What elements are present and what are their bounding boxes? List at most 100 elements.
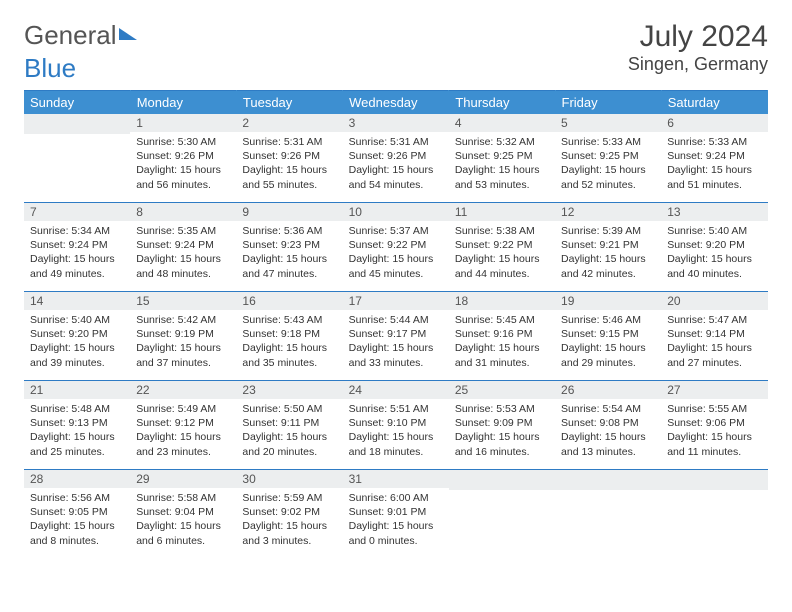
day-details: Sunrise: 6:00 AMSunset: 9:01 PMDaylight:… xyxy=(343,488,449,554)
day-details: Sunrise: 5:56 AMSunset: 9:05 PMDaylight:… xyxy=(24,488,130,554)
day-details: Sunrise: 5:31 AMSunset: 9:26 PMDaylight:… xyxy=(236,132,342,198)
day-number: 15 xyxy=(130,292,236,310)
day-details: Sunrise: 5:30 AMSunset: 9:26 PMDaylight:… xyxy=(130,132,236,198)
day-number: 28 xyxy=(24,470,130,488)
calendar-cell: 8Sunrise: 5:35 AMSunset: 9:24 PMDaylight… xyxy=(130,203,236,292)
empty-day xyxy=(24,114,130,134)
calendar-cell: 19Sunrise: 5:46 AMSunset: 9:15 PMDayligh… xyxy=(555,292,661,381)
calendar-cell: 12Sunrise: 5:39 AMSunset: 9:21 PMDayligh… xyxy=(555,203,661,292)
day-number: 6 xyxy=(661,114,767,132)
day-header: Friday xyxy=(555,91,661,115)
day-header: Monday xyxy=(130,91,236,115)
calendar-cell: 24Sunrise: 5:51 AMSunset: 9:10 PMDayligh… xyxy=(343,381,449,470)
day-number: 27 xyxy=(661,381,767,399)
day-details: Sunrise: 5:43 AMSunset: 9:18 PMDaylight:… xyxy=(236,310,342,376)
day-number: 20 xyxy=(661,292,767,310)
day-number: 5 xyxy=(555,114,661,132)
calendar-cell: 9Sunrise: 5:36 AMSunset: 9:23 PMDaylight… xyxy=(236,203,342,292)
calendar-cell: 30Sunrise: 5:59 AMSunset: 9:02 PMDayligh… xyxy=(236,470,342,559)
calendar-cell: 3Sunrise: 5:31 AMSunset: 9:26 PMDaylight… xyxy=(343,114,449,203)
day-details: Sunrise: 5:37 AMSunset: 9:22 PMDaylight:… xyxy=(343,221,449,287)
day-number: 3 xyxy=(343,114,449,132)
calendar-cell: 20Sunrise: 5:47 AMSunset: 9:14 PMDayligh… xyxy=(661,292,767,381)
day-number: 19 xyxy=(555,292,661,310)
day-number: 12 xyxy=(555,203,661,221)
day-number: 31 xyxy=(343,470,449,488)
day-number: 24 xyxy=(343,381,449,399)
day-details: Sunrise: 5:54 AMSunset: 9:08 PMDaylight:… xyxy=(555,399,661,465)
empty-day xyxy=(555,470,661,490)
logo-text-1: General xyxy=(24,20,117,51)
calendar-cell xyxy=(555,470,661,559)
day-header: Saturday xyxy=(661,91,767,115)
day-details: Sunrise: 5:34 AMSunset: 9:24 PMDaylight:… xyxy=(24,221,130,287)
day-header: Sunday xyxy=(24,91,130,115)
calendar-cell: 10Sunrise: 5:37 AMSunset: 9:22 PMDayligh… xyxy=(343,203,449,292)
day-number: 23 xyxy=(236,381,342,399)
day-number: 14 xyxy=(24,292,130,310)
day-number: 8 xyxy=(130,203,236,221)
day-details: Sunrise: 5:59 AMSunset: 9:02 PMDaylight:… xyxy=(236,488,342,554)
day-details: Sunrise: 5:39 AMSunset: 9:21 PMDaylight:… xyxy=(555,221,661,287)
day-details: Sunrise: 5:38 AMSunset: 9:22 PMDaylight:… xyxy=(449,221,555,287)
calendar-body: 1Sunrise: 5:30 AMSunset: 9:26 PMDaylight… xyxy=(24,114,768,558)
day-details: Sunrise: 5:47 AMSunset: 9:14 PMDaylight:… xyxy=(661,310,767,376)
calendar-cell: 11Sunrise: 5:38 AMSunset: 9:22 PMDayligh… xyxy=(449,203,555,292)
calendar-cell: 6Sunrise: 5:33 AMSunset: 9:24 PMDaylight… xyxy=(661,114,767,203)
calendar-cell xyxy=(24,114,130,203)
day-number: 2 xyxy=(236,114,342,132)
day-details: Sunrise: 5:58 AMSunset: 9:04 PMDaylight:… xyxy=(130,488,236,554)
calendar-week: 21Sunrise: 5:48 AMSunset: 9:13 PMDayligh… xyxy=(24,381,768,470)
calendar-cell: 17Sunrise: 5:44 AMSunset: 9:17 PMDayligh… xyxy=(343,292,449,381)
calendar-cell: 16Sunrise: 5:43 AMSunset: 9:18 PMDayligh… xyxy=(236,292,342,381)
empty-day xyxy=(661,470,767,490)
calendar-week: 1Sunrise: 5:30 AMSunset: 9:26 PMDaylight… xyxy=(24,114,768,203)
day-number: 4 xyxy=(449,114,555,132)
calendar-cell: 1Sunrise: 5:30 AMSunset: 9:26 PMDaylight… xyxy=(130,114,236,203)
day-details: Sunrise: 5:40 AMSunset: 9:20 PMDaylight:… xyxy=(661,221,767,287)
day-number: 30 xyxy=(236,470,342,488)
calendar-cell: 25Sunrise: 5:53 AMSunset: 9:09 PMDayligh… xyxy=(449,381,555,470)
day-number: 9 xyxy=(236,203,342,221)
month-title: July 2024 xyxy=(628,20,768,54)
day-header-row: SundayMondayTuesdayWednesdayThursdayFrid… xyxy=(24,91,768,115)
day-details: Sunrise: 5:50 AMSunset: 9:11 PMDaylight:… xyxy=(236,399,342,465)
calendar-cell: 23Sunrise: 5:50 AMSunset: 9:11 PMDayligh… xyxy=(236,381,342,470)
calendar-week: 14Sunrise: 5:40 AMSunset: 9:20 PMDayligh… xyxy=(24,292,768,381)
day-number: 22 xyxy=(130,381,236,399)
calendar-cell: 29Sunrise: 5:58 AMSunset: 9:04 PMDayligh… xyxy=(130,470,236,559)
calendar-cell: 22Sunrise: 5:49 AMSunset: 9:12 PMDayligh… xyxy=(130,381,236,470)
day-details: Sunrise: 5:45 AMSunset: 9:16 PMDaylight:… xyxy=(449,310,555,376)
day-details: Sunrise: 5:42 AMSunset: 9:19 PMDaylight:… xyxy=(130,310,236,376)
day-details: Sunrise: 5:31 AMSunset: 9:26 PMDaylight:… xyxy=(343,132,449,198)
logo-icon xyxy=(119,28,137,40)
calendar-cell: 15Sunrise: 5:42 AMSunset: 9:19 PMDayligh… xyxy=(130,292,236,381)
calendar-cell: 18Sunrise: 5:45 AMSunset: 9:16 PMDayligh… xyxy=(449,292,555,381)
calendar-cell: 4Sunrise: 5:32 AMSunset: 9:25 PMDaylight… xyxy=(449,114,555,203)
calendar-cell: 13Sunrise: 5:40 AMSunset: 9:20 PMDayligh… xyxy=(661,203,767,292)
empty-day xyxy=(449,470,555,490)
day-number: 11 xyxy=(449,203,555,221)
calendar-cell: 26Sunrise: 5:54 AMSunset: 9:08 PMDayligh… xyxy=(555,381,661,470)
day-number: 7 xyxy=(24,203,130,221)
day-header: Tuesday xyxy=(236,91,342,115)
calendar-cell: 21Sunrise: 5:48 AMSunset: 9:13 PMDayligh… xyxy=(24,381,130,470)
calendar-cell: 31Sunrise: 6:00 AMSunset: 9:01 PMDayligh… xyxy=(343,470,449,559)
day-number: 29 xyxy=(130,470,236,488)
calendar-week: 7Sunrise: 5:34 AMSunset: 9:24 PMDaylight… xyxy=(24,203,768,292)
day-details: Sunrise: 5:48 AMSunset: 9:13 PMDaylight:… xyxy=(24,399,130,465)
day-number: 17 xyxy=(343,292,449,310)
logo: General xyxy=(24,20,137,51)
day-details: Sunrise: 5:35 AMSunset: 9:24 PMDaylight:… xyxy=(130,221,236,287)
calendar-cell: 7Sunrise: 5:34 AMSunset: 9:24 PMDaylight… xyxy=(24,203,130,292)
day-details: Sunrise: 5:32 AMSunset: 9:25 PMDaylight:… xyxy=(449,132,555,198)
calendar-cell: 28Sunrise: 5:56 AMSunset: 9:05 PMDayligh… xyxy=(24,470,130,559)
day-details: Sunrise: 5:33 AMSunset: 9:25 PMDaylight:… xyxy=(555,132,661,198)
day-details: Sunrise: 5:46 AMSunset: 9:15 PMDaylight:… xyxy=(555,310,661,376)
calendar-table: SundayMondayTuesdayWednesdayThursdayFrid… xyxy=(24,90,768,558)
day-number: 21 xyxy=(24,381,130,399)
day-details: Sunrise: 5:40 AMSunset: 9:20 PMDaylight:… xyxy=(24,310,130,376)
day-number: 13 xyxy=(661,203,767,221)
day-number: 25 xyxy=(449,381,555,399)
day-number: 1 xyxy=(130,114,236,132)
